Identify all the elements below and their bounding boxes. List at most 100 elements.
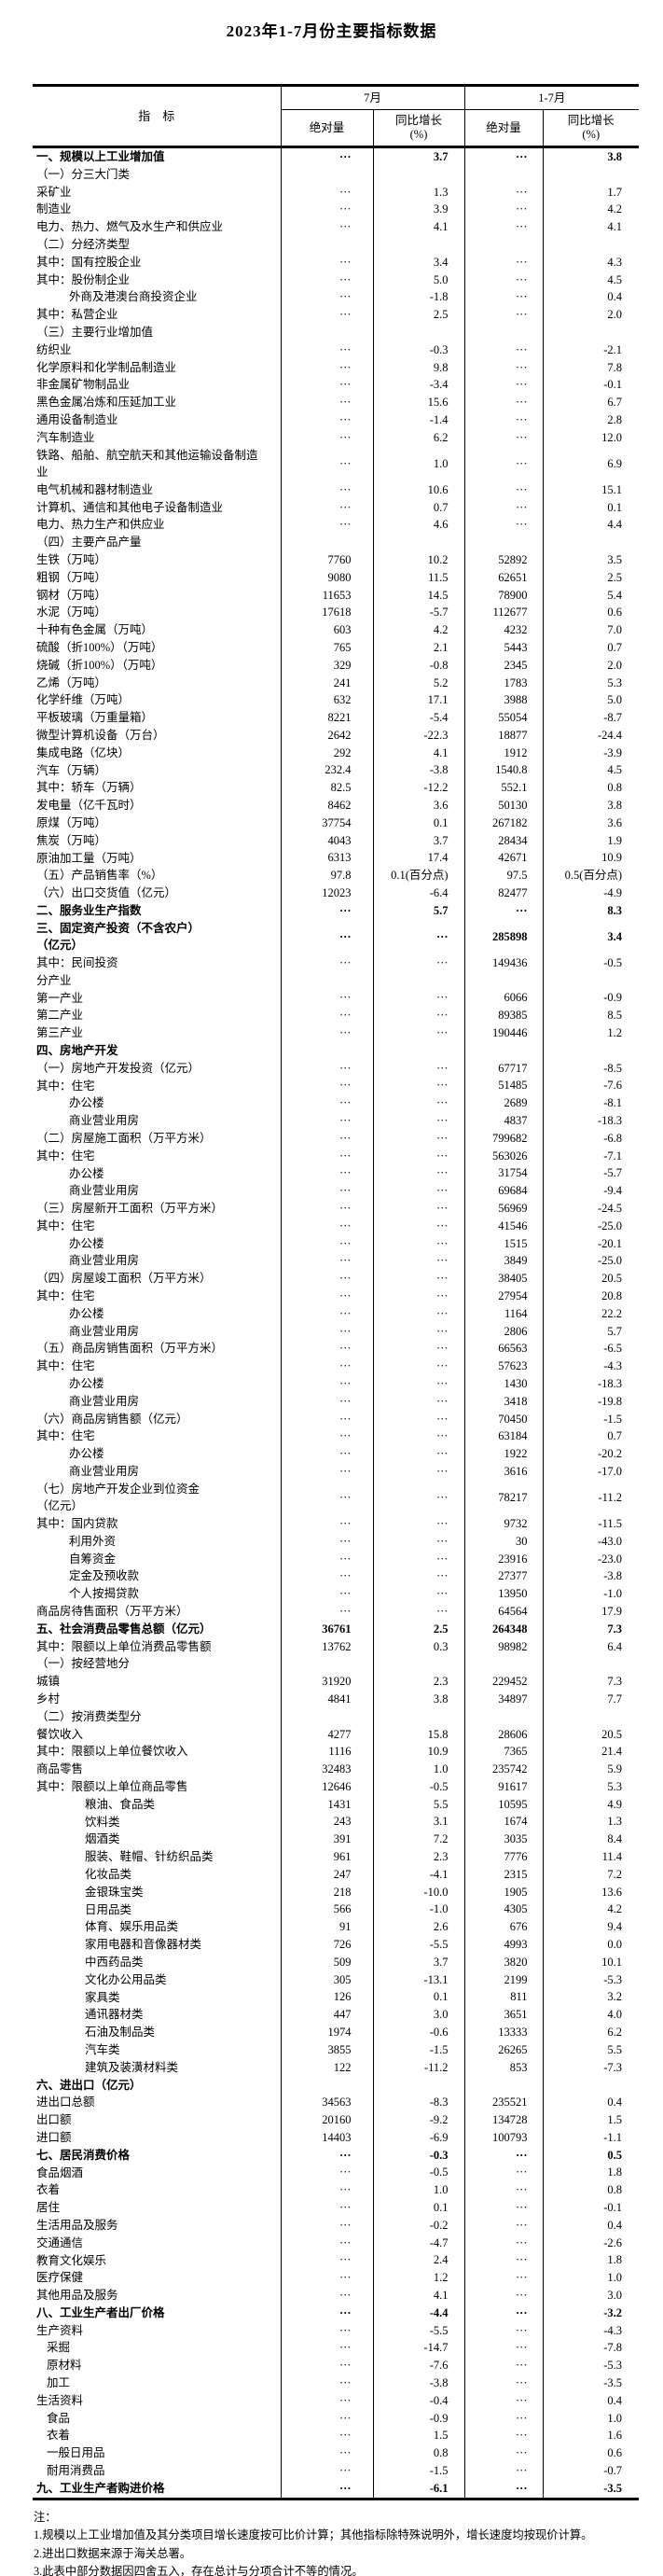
value-janjul-yoy: -1.0 (542, 1585, 640, 1603)
value-janjul-absolute: 4837 (463, 1112, 544, 1130)
table-row: 体育、娱乐用品类 91 2.6 676 9.4 (33, 1918, 640, 1937)
value-july-absolute: ··· (280, 1112, 373, 1130)
value-july-yoy: 14.5 (372, 586, 465, 605)
value-janjul-absolute: 91617 (463, 1777, 544, 1796)
value-janjul-absolute: 4993 (463, 1936, 544, 1954)
table-row: （五）商品房销售面积（万平方米） ··· ··· 66563 -6.5 (33, 1340, 640, 1358)
value-july-yoy: -6.9 (372, 2128, 465, 2147)
value-janjul-absolute: 52892 (463, 550, 544, 569)
value-july-yoy: ··· (372, 1410, 465, 1428)
value-janjul-absolute (463, 1707, 544, 1726)
value-july-absolute: ··· (280, 1322, 373, 1341)
value-janjul-yoy: 7.2 (542, 1865, 640, 1884)
value-july-absolute: ··· (280, 1094, 373, 1113)
value-july-absolute: ··· (280, 1445, 373, 1463)
value-janjul-yoy: 4.2 (542, 201, 640, 219)
value-july-absolute: ··· (280, 288, 373, 307)
table-row: 出口额 20160 -9.2 134728 1.5 (33, 2111, 640, 2129)
indicator-label: 原油加工量（万吨） (36, 851, 142, 865)
indicator-label: 体育、娱乐用品类 (85, 1920, 179, 1934)
value-janjul-yoy: -0.9 (542, 989, 640, 1008)
value-janjul-absolute: ··· (463, 2251, 544, 2270)
value-july-absolute: ··· (280, 2479, 373, 2499)
value-july-absolute: ··· (280, 1270, 373, 1288)
value-janjul-absolute (463, 2076, 544, 2095)
value-janjul-yoy: 3.8 (542, 146, 640, 166)
value-july-yoy: 1.2 (372, 2269, 465, 2287)
value-july-absolute: ··· (280, 446, 373, 481)
value-janjul-yoy (542, 235, 640, 254)
value-july-yoy (372, 165, 465, 184)
value-janjul-absolute: 3418 (463, 1392, 544, 1411)
value-janjul-yoy: 4.5 (542, 271, 640, 289)
value-janjul-absolute: 1783 (463, 674, 544, 692)
indicator-label: 水泥（万吨） (36, 606, 107, 620)
table-row: 通讯器材类 447 3.0 3651 4.0 (33, 2006, 640, 2025)
value-july-yoy: 2.4 (372, 2251, 465, 2270)
indicator-label: 汽车类 (85, 2042, 120, 2056)
value-janjul-yoy: -6.8 (542, 1129, 640, 1148)
value-july-absolute: ··· (280, 1182, 373, 1200)
value-janjul-absolute: 26265 (463, 2040, 544, 2059)
value-july-yoy: ··· (372, 1252, 465, 1271)
value-janjul-absolute: ··· (463, 2216, 544, 2235)
value-janjul-yoy: 9.4 (542, 1918, 640, 1937)
value-janjul-yoy: -7.3 (542, 2058, 640, 2077)
value-july-yoy: -9.2 (372, 2111, 465, 2129)
table-row: 其中：住宅 ··· ··· 41546 -25.0 (33, 1217, 640, 1235)
note-line-3: 3.此表中部分数据因四舍五入，存在总计与分项合计不等的情况。 (34, 2565, 364, 2576)
indicator-label: 定金及预收款 (69, 1569, 140, 1583)
table-row: 日用品类 566 -1.0 4305 4.2 (33, 1901, 640, 1919)
value-janjul-absolute: 1912 (463, 744, 544, 762)
value-janjul-yoy: -20.2 (542, 1445, 640, 1463)
value-janjul-yoy: 0.5(百分点) (542, 867, 640, 885)
value-july-absolute: 97.8 (280, 867, 373, 885)
value-july-absolute: ··· (280, 1532, 373, 1551)
value-july-absolute: ··· (280, 919, 373, 954)
value-july-absolute: ··· (280, 1480, 373, 1515)
indicator-label: 金银珠宝类 (85, 1885, 144, 1899)
value-janjul-yoy: -2.6 (542, 2234, 640, 2252)
value-janjul-yoy: 0.4 (542, 288, 640, 307)
value-july-yoy: 3.8 (372, 1690, 465, 1708)
table-row: 其中：住宅 ··· ··· 563026 -7.1 (33, 1147, 640, 1165)
value-july-yoy: 3.4 (372, 253, 465, 272)
value-janjul-absolute: ··· (463, 376, 544, 395)
table-row: 生产资料 ··· -5.5 ··· -4.3 (33, 2321, 640, 2340)
indicator-label: （四）主要产品产量 (36, 536, 142, 550)
indicator-label: 其中：国内贷款 (36, 1517, 118, 1531)
value-janjul-absolute: ··· (463, 2374, 544, 2392)
col-header-absolute-jan-jul: 绝对量 (463, 109, 544, 148)
indicator-label: 计算机、通信和其他电子设备制造业 (36, 500, 224, 514)
value-janjul-absolute (463, 534, 544, 551)
indicator-label: 其中：股份制企业 (36, 272, 131, 286)
value-janjul-absolute: 1540.8 (463, 761, 544, 780)
table-row: 居住 ··· 0.1 ··· -0.1 (33, 2199, 640, 2217)
value-janjul-absolute: 264348 (463, 1620, 544, 1638)
indicator-label: 十种有色金属（万吨） (36, 623, 154, 637)
value-july-yoy (372, 534, 465, 551)
value-july-yoy: ··· (372, 1234, 465, 1253)
value-janjul-absolute: 134728 (463, 2111, 544, 2129)
value-july-absolute (280, 1041, 373, 1060)
table-row: 化学原料和化学制品制造业 ··· 9.8 ··· 7.8 (33, 358, 640, 377)
value-janjul-yoy: 20.5 (542, 1270, 640, 1288)
value-janjul-yoy: 1.9 (542, 831, 640, 850)
value-july-absolute: ··· (280, 1514, 373, 1533)
indicator-label: 办公楼 (69, 1236, 104, 1250)
value-janjul-absolute (463, 1655, 544, 1674)
value-janjul-absolute: ··· (463, 146, 544, 166)
value-july-yoy: 1.0 (372, 446, 465, 481)
value-july-absolute: ··· (280, 1200, 373, 1218)
indicator-label: 衣着 (47, 2429, 71, 2443)
value-july-yoy: 4.1 (372, 218, 465, 236)
value-janjul-absolute: 27377 (463, 1567, 544, 1586)
indicator-label: 烧碱（折100%）（万吨） (36, 658, 163, 672)
value-july-yoy (372, 1707, 465, 1726)
value-janjul-absolute: 7776 (463, 1848, 544, 1866)
value-janjul-absolute: ··· (463, 358, 544, 377)
value-janjul-absolute: ··· (463, 2427, 544, 2445)
value-janjul-yoy: 2.0 (542, 306, 640, 324)
value-july-absolute: 20160 (280, 2111, 373, 2129)
